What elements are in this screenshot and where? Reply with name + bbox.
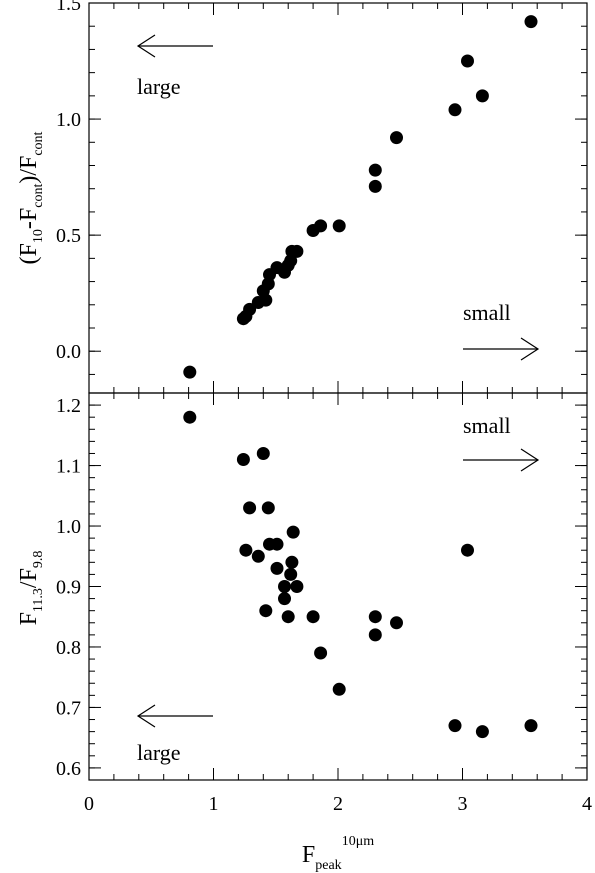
bottom-y-axis-label: F11.3/F9.8 bbox=[16, 551, 46, 626]
bottom-data-point-21 bbox=[368, 610, 382, 624]
xtick-label-4: 4 bbox=[582, 793, 592, 815]
top-data-point-20 bbox=[390, 131, 403, 145]
top-data-points bbox=[183, 15, 538, 379]
top-ytick-label-1: 0.5 bbox=[56, 225, 81, 247]
top-data-point-16 bbox=[314, 219, 328, 233]
top-annotation-small: small bbox=[463, 300, 511, 325]
bottom-data-point-16 bbox=[286, 525, 300, 539]
bottom-data-point-5 bbox=[256, 447, 270, 460]
top-data-point-23 bbox=[475, 89, 489, 103]
top-ytick-label-3: 1.5 bbox=[56, 0, 81, 15]
bottom-ytick-label-4: 1.0 bbox=[56, 516, 81, 538]
bottom-data-point-4 bbox=[251, 549, 265, 563]
top-data-point-6 bbox=[259, 293, 273, 307]
xtick-label-0: 0 bbox=[84, 793, 94, 815]
top-data-point-18 bbox=[368, 179, 382, 193]
bottom-data-point-7 bbox=[261, 501, 275, 515]
top-arrow-right bbox=[463, 337, 540, 361]
bottom-data-point-22 bbox=[368, 628, 382, 642]
bottom-data-point-6 bbox=[259, 604, 273, 618]
top-data-point-19 bbox=[368, 163, 382, 177]
bottom-data-point-15 bbox=[285, 555, 299, 569]
bottom-data-point-27 bbox=[524, 719, 538, 733]
top-tick-labels: 0.0 0.5 1.0 1.5 bbox=[56, 0, 81, 363]
top-data-point-24 bbox=[524, 15, 538, 29]
bottom-annotation-small: small bbox=[463, 413, 511, 438]
bottom-data-point-24 bbox=[448, 719, 462, 733]
bottom-tick-labels: 0.6 0.7 0.8 0.9 1.0 1.1 1.2 0 1 2 3 4 bbox=[56, 395, 592, 815]
bottom-data-point-12 bbox=[278, 592, 291, 606]
top-ytick-label-0: 0.0 bbox=[56, 341, 81, 363]
x-axis-label: Fpeak10μm bbox=[302, 834, 374, 873]
bottom-data-point-9 bbox=[270, 537, 284, 551]
bottom-annotation-large: large bbox=[137, 740, 181, 765]
xtick-label-1: 1 bbox=[209, 793, 219, 815]
top-panel: 0.0 0.5 1.0 1.5 large small (F10-Fcont)/Fco… bbox=[16, 0, 588, 394]
top-data-point-0 bbox=[183, 365, 197, 379]
bottom-ytick-label-2: 0.8 bbox=[56, 637, 81, 659]
bottom-ytick-label-1: 0.7 bbox=[56, 697, 81, 719]
bottom-panel: 0.6 0.7 0.8 0.9 1.0 1.1 1.2 0 1 2 3 4 small large F… bbox=[16, 392, 592, 873]
top-plot-frame bbox=[88, 2, 588, 394]
top-ytick-label-2: 1.0 bbox=[56, 109, 81, 131]
bottom-data-point-0 bbox=[183, 410, 197, 424]
bottom-arrow-left bbox=[136, 704, 213, 728]
bottom-data-point-26 bbox=[475, 725, 489, 739]
bottom-data-point-14 bbox=[284, 567, 298, 581]
bottom-data-point-18 bbox=[306, 610, 320, 624]
top-annotation-large: large bbox=[137, 74, 181, 99]
bottom-data-point-3 bbox=[243, 501, 257, 515]
bottom-data-point-20 bbox=[332, 682, 346, 696]
bottom-plot-frame bbox=[88, 392, 588, 781]
bottom-ytick-label-0: 0.6 bbox=[56, 758, 81, 780]
bottom-data-point-1 bbox=[236, 453, 250, 466]
top-y-axis-label: (F10-Fcont)/Fcont bbox=[16, 131, 46, 264]
bottom-data-point-17 bbox=[290, 580, 304, 593]
bottom-data-point-10 bbox=[270, 561, 284, 575]
bottom-data-point-25 bbox=[461, 543, 474, 557]
bottom-ytick-label-5: 1.1 bbox=[56, 456, 81, 478]
top-data-point-14 bbox=[290, 244, 304, 258]
bottom-ytick-label-6: 1.2 bbox=[56, 395, 81, 417]
xtick-label-2: 2 bbox=[333, 793, 343, 815]
top-arrow-left bbox=[136, 34, 213, 58]
bottom-ytick-label-3: 0.9 bbox=[56, 577, 81, 599]
bottom-data-point-2 bbox=[239, 543, 253, 557]
top-data-point-22 bbox=[461, 54, 474, 68]
bottom-data-point-13 bbox=[281, 610, 295, 624]
bottom-data-points bbox=[183, 410, 538, 739]
bottom-data-point-11 bbox=[278, 580, 291, 593]
bottom-data-point-23 bbox=[390, 616, 403, 630]
bottom-ticks bbox=[88, 392, 588, 781]
top-ticks bbox=[88, 2, 588, 393]
bottom-data-point-19 bbox=[314, 646, 328, 660]
bottom-arrow-right bbox=[463, 448, 540, 472]
xtick-label-3: 3 bbox=[458, 793, 468, 815]
top-data-point-3 bbox=[243, 302, 257, 316]
top-data-point-21 bbox=[448, 103, 462, 117]
top-data-point-17 bbox=[332, 219, 346, 233]
